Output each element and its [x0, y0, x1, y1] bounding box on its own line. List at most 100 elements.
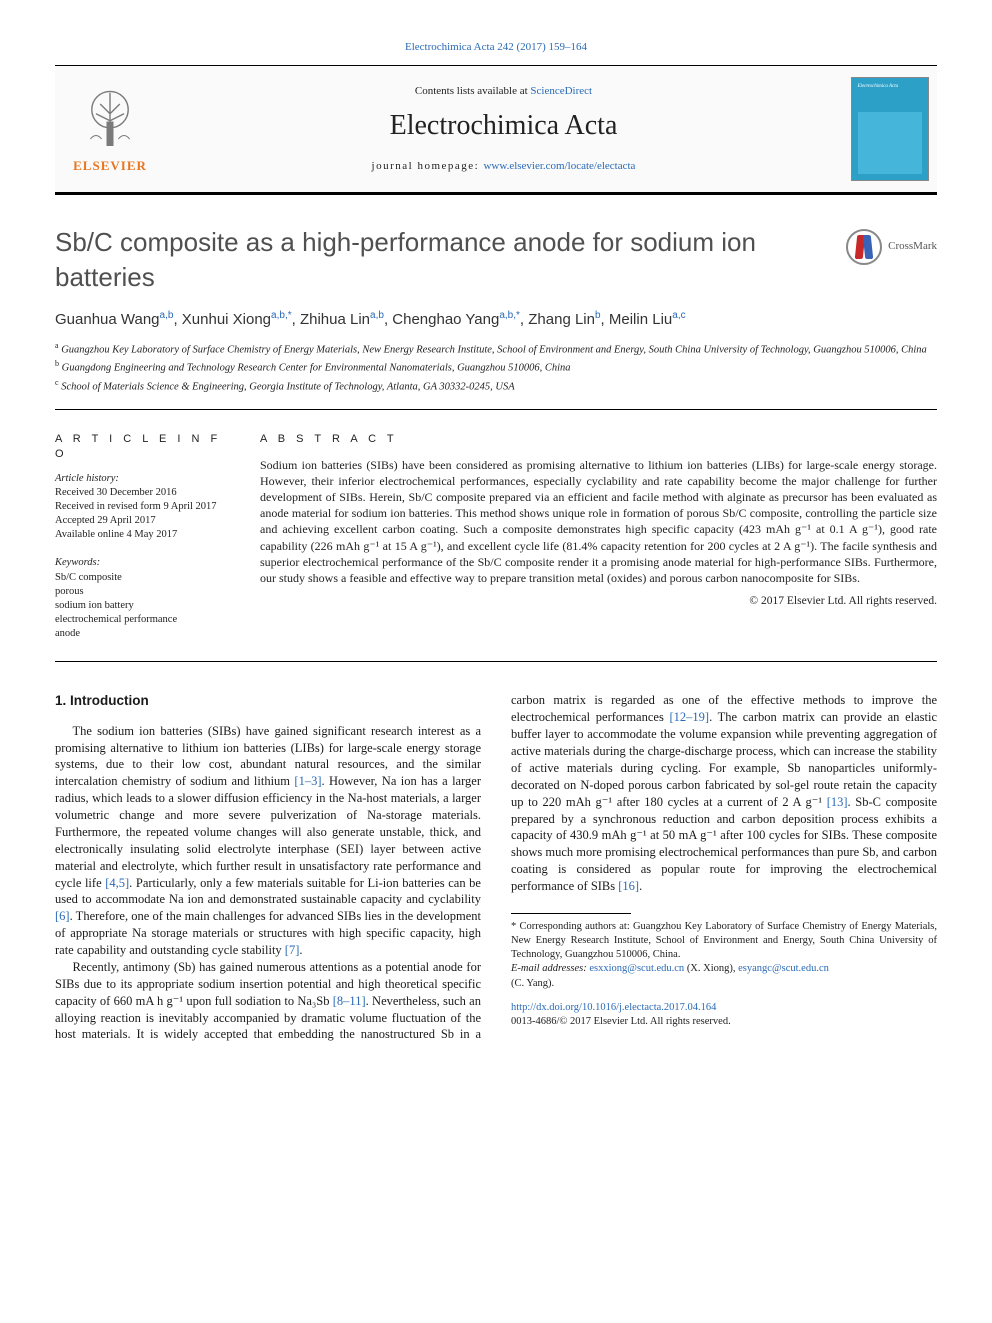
author-affiliation-sup: a,b,*: [271, 310, 292, 321]
abstract-column: A B S T R A C T Sodium ion batteries (SI…: [260, 432, 937, 642]
keyword-item: Sb/C composite: [55, 571, 238, 585]
corresponding-author-note: * Corresponding authors at: Guangzhou Ke…: [511, 920, 937, 963]
section-1-heading: 1. Introduction: [55, 692, 481, 710]
journal-citation-link[interactable]: Electrochimica Acta 242 (2017) 159–164: [55, 40, 937, 55]
affiliation-ref[interactable]: b: [595, 310, 601, 321]
author-name: Chenghao Yang: [392, 311, 499, 328]
footnotes: * Corresponding authors at: Guangzhou Ke…: [511, 920, 937, 991]
author-name: Zhihua Lin: [300, 311, 370, 328]
affiliation-ref[interactable]: b: [279, 310, 285, 321]
keywords-label: Keywords:: [55, 556, 238, 570]
body-two-column: 1. Introduction The sodium ion batteries…: [55, 692, 937, 1043]
keyword-item: electrochemical performance: [55, 613, 238, 627]
elsevier-tree-icon: [75, 83, 145, 153]
affiliation-ref[interactable]: b: [508, 310, 514, 321]
title-row: Sb/C composite as a high-performance ano…: [55, 225, 937, 295]
keywords-list: Sb/C compositeporoussodium ion batteryel…: [55, 571, 238, 642]
affiliation-ref[interactable]: b: [378, 310, 384, 321]
author-affiliation-sup: b: [595, 310, 601, 321]
author-affiliation-sup: a,c: [672, 310, 685, 321]
authors-line: Guanhua Wanga,b, Xunhui Xionga,b,*, Zhih…: [55, 309, 937, 330]
cite-16[interactable]: [16]: [618, 879, 639, 893]
author-name: Guanhua Wang: [55, 311, 160, 328]
history-online: Available online 4 May 2017: [55, 528, 238, 542]
cite-12-19[interactable]: [12–19]: [669, 710, 709, 724]
p1d: . Therefore, one of the main challenges …: [70, 909, 398, 923]
abstract-head: A B S T R A C T: [260, 432, 937, 447]
abstract-text: Sodium ion batteries (SIBs) have been co…: [260, 457, 937, 587]
keyword-item: anode: [55, 627, 238, 641]
affiliation-ref[interactable]: *: [288, 310, 292, 321]
crossmark-widget[interactable]: CrossMark: [846, 229, 937, 265]
email-xiong-name: (X. Xiong),: [684, 963, 738, 974]
keyword-item: porous: [55, 585, 238, 599]
contents-available-line: Contents lists available at ScienceDirec…: [415, 84, 592, 99]
cover-box: Electrochimica Acta: [851, 77, 929, 181]
journal-home-url[interactable]: www.elsevier.com/locate/electacta: [483, 160, 635, 172]
author-affiliation-sup: a,b: [370, 310, 384, 321]
sciencedirect-link[interactable]: ScienceDirect: [530, 85, 592, 97]
history-label: Article history:: [55, 472, 238, 486]
affiliation-ref[interactable]: a: [271, 310, 277, 321]
footnote-rule: [511, 913, 631, 914]
contents-prefix: Contents lists available at: [415, 85, 530, 97]
cite-7[interactable]: [7]: [285, 943, 300, 957]
elsevier-wordmark: ELSEVIER: [73, 157, 147, 175]
article-info-head: A R T I C L E I N F O: [55, 432, 238, 462]
affiliation-line: c School of Materials Science & Engineer…: [55, 377, 937, 395]
info-abstract-row: A R T I C L E I N F O Article history: R…: [55, 432, 937, 663]
author-affiliation-sup: a,b,*: [499, 310, 520, 321]
keyword-item: sodium ion battery: [55, 599, 238, 613]
p2e: .: [639, 879, 642, 893]
journal-home-prefix: journal homepage:: [372, 160, 484, 172]
rule-above-info: [55, 409, 937, 410]
affiliation-line: a Guangzhou Key Laboratory of Surface Ch…: [55, 340, 937, 358]
author-name: Zhang Lin: [528, 311, 595, 328]
elsevier-logo: ELSEVIER: [55, 66, 165, 192]
affiliation-key: a: [55, 341, 59, 350]
cite-13[interactable]: [13]: [827, 795, 848, 809]
email-yang[interactable]: esyangc@scut.edu.cn: [738, 963, 829, 974]
page-root: Electrochimica Acta 242 (2017) 159–164 E…: [0, 0, 992, 1093]
affiliation-key: b: [55, 359, 59, 368]
cite-6[interactable]: [6]: [55, 909, 70, 923]
affiliation-ref[interactable]: a: [672, 310, 678, 321]
article-title: Sb/C composite as a high-performance ano…: [55, 225, 826, 295]
cover-title-text: Electrochimica Acta: [858, 84, 922, 91]
journal-homepage-line: journal homepage: www.elsevier.com/locat…: [372, 159, 636, 174]
section-number: 1.: [55, 693, 66, 708]
email-label: E-mail addresses:: [511, 963, 589, 974]
cite-4-5[interactable]: [4,5]: [105, 876, 129, 890]
header-center: Contents lists available at ScienceDirec…: [165, 66, 842, 192]
affiliation-key: c: [55, 378, 59, 387]
author-name: Meilin Liu: [609, 311, 672, 328]
article-info-column: A R T I C L E I N F O Article history: R…: [55, 432, 260, 642]
crossmark-label: CrossMark: [888, 239, 937, 254]
author-name: Xunhui Xiong: [182, 311, 271, 328]
affiliation-ref[interactable]: a: [499, 310, 505, 321]
affiliation-line: b Guangdong Engineering and Technology R…: [55, 358, 937, 376]
affiliation-ref[interactable]: a: [370, 310, 376, 321]
p2d: . Sb-C composite prepared by a synchrono…: [511, 795, 937, 893]
abstract-copyright: © 2017 Elsevier Ltd. All rights reserved…: [260, 594, 937, 610]
section-title: Introduction: [70, 693, 149, 708]
affiliation-ref[interactable]: a: [160, 310, 166, 321]
issn-copyright: 0013-4686/© 2017 Elsevier Ltd. All right…: [511, 1015, 937, 1029]
email-xiong[interactable]: esxxiong@scut.edu.cn: [589, 963, 684, 974]
affiliation-ref[interactable]: c: [681, 310, 686, 321]
email-yang-name: (C. Yang).: [511, 978, 554, 989]
history-received: Received 30 December 2016: [55, 486, 238, 500]
history-revised: Received in revised form 9 April 2017: [55, 500, 238, 514]
footer-doi-block: http://dx.doi.org/10.1016/j.electacta.20…: [511, 1001, 937, 1029]
doi-link[interactable]: http://dx.doi.org/10.1016/j.electacta.20…: [511, 1002, 716, 1013]
p1b: . However, Na ion has a larger radius, w…: [55, 774, 481, 889]
email-line: E-mail addresses: esxxiong@scut.edu.cn (…: [511, 962, 937, 990]
journal-header-band: ELSEVIER Contents lists available at Sci…: [55, 65, 937, 195]
affiliation-ref[interactable]: b: [168, 310, 174, 321]
affiliation-ref[interactable]: *: [516, 310, 520, 321]
journal-title: Electrochimica Acta: [390, 107, 618, 145]
cite-8-11[interactable]: [8–11]: [333, 994, 366, 1008]
cite-1-3[interactable]: [1–3]: [294, 774, 321, 788]
journal-cover-thumbnail: Electrochimica Acta: [842, 66, 937, 192]
history-accepted: Accepted 29 April 2017: [55, 514, 238, 528]
